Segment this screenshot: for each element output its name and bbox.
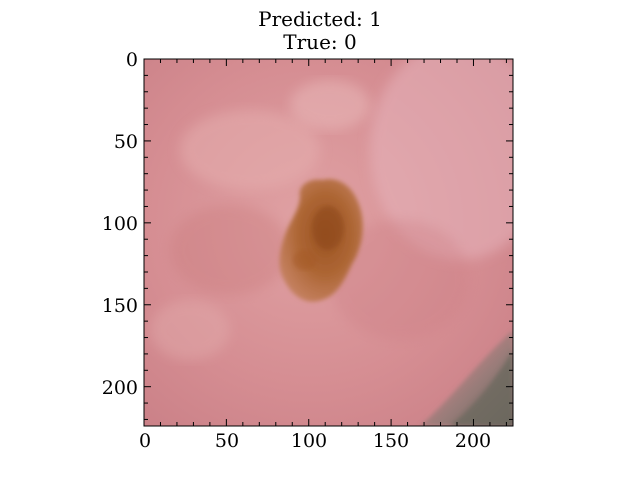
y-tick-label-100: 100	[102, 213, 138, 235]
y-tick-labels: 0 50 100 150 200	[102, 49, 138, 399]
skin-lesion-image	[144, 59, 513, 426]
x-tick-label-100: 100	[291, 430, 327, 452]
y-tick-label-200: 200	[102, 377, 138, 399]
lesion	[279, 179, 363, 302]
y-tick-label-0: 0	[126, 49, 138, 71]
ticks	[143, 58, 513, 426]
x-tick-label-50: 50	[215, 430, 239, 452]
x-tick-label-0: 0	[139, 430, 151, 452]
axes-frame	[143, 58, 514, 427]
x-tick-labels: 0 50 100 150 200	[139, 430, 491, 452]
plot-title-predicted: Predicted: 1	[258, 7, 382, 31]
y-tick-label-150: 150	[102, 295, 138, 317]
y-tick-label-50: 50	[114, 131, 138, 153]
plot-title-true: True: 0	[283, 30, 357, 54]
minor-ticks	[144, 59, 513, 426]
x-tick-label-150: 150	[373, 430, 409, 452]
x-tick-label-200: 200	[455, 430, 491, 452]
